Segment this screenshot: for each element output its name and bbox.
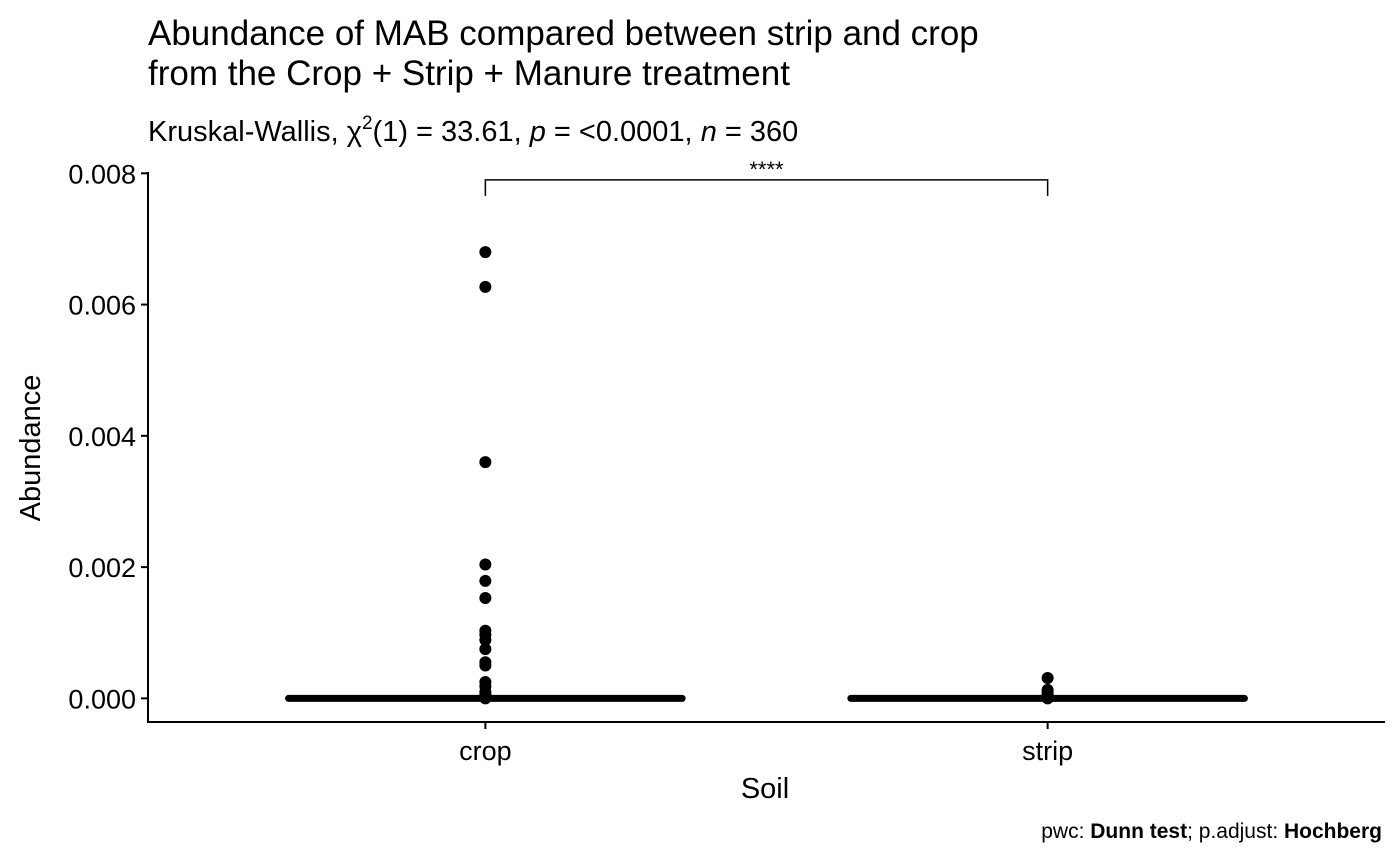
chart-subtitle: Kruskal-Wallis, χ2(1) = 33.61, p = <0.00… [148,113,798,148]
data-point [479,456,492,469]
y-tick-label: 0.000 [68,684,136,714]
data-point [479,558,492,571]
significance-label: **** [749,157,784,182]
data-point [479,574,492,587]
data-point [1041,672,1054,685]
data-point [479,591,492,604]
plot-area: 0.000 0.002 0.004 0.006 0.008 crop strip **** [68,157,1385,766]
chart-title-line-1: Abundance of MAB compared between strip … [148,14,979,53]
significance-bracket [484,179,1049,196]
data-point [479,246,492,259]
subtitle-n-value: = 360 [717,116,798,148]
x-tick-label: crop [459,736,512,766]
caption: pwc: Dunn test; p.adjust: Hochberg [1041,820,1382,843]
data-point [479,659,492,672]
y-tick-label: 0.004 [68,422,136,452]
caption-method: Hochberg [1284,820,1382,843]
data-point [479,633,492,646]
y-tick-label: 0.008 [68,159,136,189]
data-point [479,280,492,293]
data-point [1041,692,1054,705]
caption-prefix: pwc: [1041,820,1090,843]
subtitle-chi-sup: 2 [362,113,373,134]
x-tick-label: strip [1022,736,1073,766]
subtitle-stat: (1) = 33.61, [373,116,530,148]
subtitle-p-label: p [529,116,546,148]
subtitle-prefix: Kruskal-Wallis, [148,116,347,148]
x-axis-title: Soil [741,773,789,805]
y-axis-title: Abundance [15,375,47,522]
y-tick-label: 0.002 [68,553,136,583]
subtitle-p-value: = <0.0001, [546,116,701,148]
y-tick-label: 0.006 [68,291,136,321]
caption-mid: ; p.adjust: [1187,820,1284,843]
caption-test: Dunn test [1090,820,1187,843]
chart-title-line-2: from the Crop + Strip + Manure treatment [148,54,790,93]
data-point [479,692,492,705]
data-point [479,643,492,656]
subtitle-n-label: n [701,116,717,148]
subtitle-chi: χ [347,116,362,148]
